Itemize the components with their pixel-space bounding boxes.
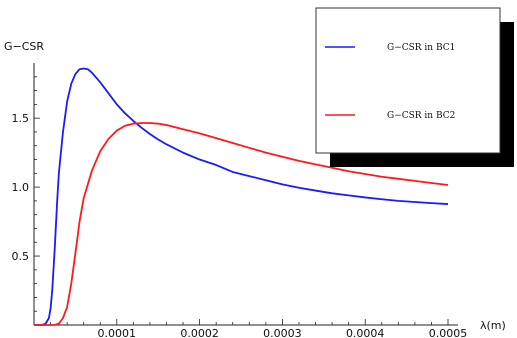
- x-tick-label: 0.0002: [180, 327, 219, 338]
- series-line-bc2: [34, 122, 449, 326]
- y-tick-label: 1.5: [12, 112, 30, 125]
- legend-label-bc1: G−CSR in BC1: [387, 43, 455, 53]
- legend-label-bc2: G−CSR in BC2: [387, 111, 455, 121]
- x-axis-label: λ(m): [480, 319, 506, 332]
- legend-box: [315, 7, 501, 154]
- y-axis-label: G−CSR: [4, 40, 44, 53]
- legend: G−CSR in BC1 G−CSR in BC2: [315, 7, 514, 167]
- x-tick-label: 0.0005: [429, 327, 468, 338]
- y-tick-label: 0.5: [12, 250, 30, 263]
- axes: 0.5 1.0 1.5 0.0001 0.0002 0.0003 0.0004 0.0005: [12, 63, 468, 338]
- y-tick-label: 1.0: [12, 181, 30, 194]
- x-tick-label: 0.0003: [263, 327, 302, 338]
- series-line-bc1: [34, 67, 449, 326]
- x-tick-label: 0.0001: [98, 327, 137, 338]
- x-tick-label: 0.0004: [346, 327, 385, 338]
- series-layer: [34, 67, 449, 326]
